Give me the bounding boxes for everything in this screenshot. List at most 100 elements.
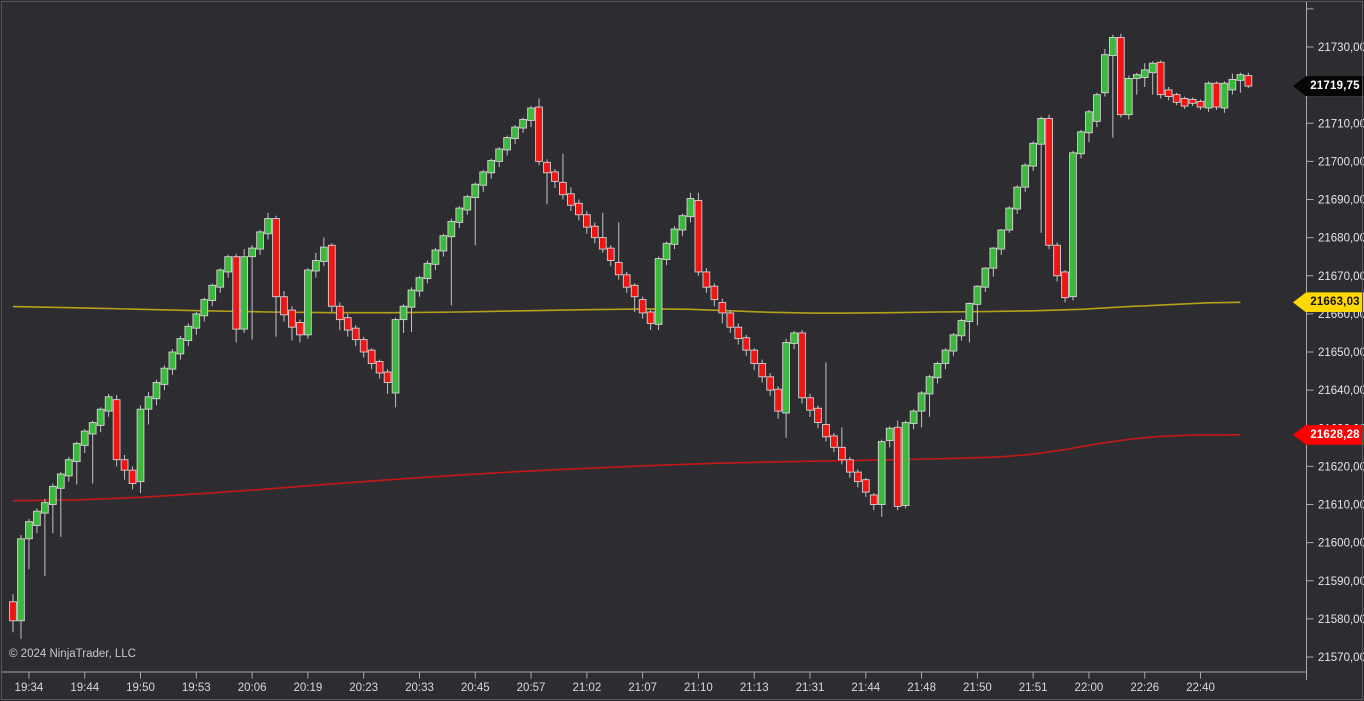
candle-up [1204, 82, 1213, 109]
candle-up [997, 229, 1006, 250]
candle-up [933, 362, 942, 379]
candle-down [1244, 75, 1253, 87]
candle-down [383, 371, 392, 383]
candle-up [1101, 54, 1109, 94]
candle-up [41, 502, 49, 514]
candle-down [814, 407, 822, 423]
candle-down [359, 339, 368, 353]
candle-down [806, 397, 814, 411]
candle-up [1005, 207, 1014, 231]
candle-down [288, 309, 296, 328]
candle-up [152, 382, 161, 400]
candle-down [335, 305, 344, 321]
time-tick-label: 21:31 [796, 682, 825, 694]
candle-up [949, 334, 958, 352]
candle-down [718, 301, 727, 314]
price-tick-label: 21570,00 [1318, 652, 1364, 664]
candle-up [240, 256, 248, 330]
candle-up [1029, 142, 1038, 167]
candle-up [925, 376, 934, 395]
candle-up [1093, 94, 1101, 122]
time-tick-label: 20:33 [405, 682, 434, 694]
candle-up [917, 392, 926, 412]
candle-up [447, 220, 456, 238]
time-tick-label: 20:06 [238, 682, 267, 694]
candle-up [319, 246, 328, 262]
candle-up [56, 473, 65, 489]
candle-up [144, 396, 153, 410]
candle-up [1085, 111, 1093, 134]
candle-down [1212, 82, 1221, 108]
time-tick-label: 22:40 [1186, 682, 1215, 694]
candle-down [702, 271, 711, 288]
candle-down [694, 200, 703, 273]
time-tick-label: 22:26 [1130, 682, 1159, 694]
candle-down [774, 388, 782, 412]
time-tick-label: 20:57 [517, 682, 546, 694]
candle-down [614, 261, 623, 276]
candle-down [559, 181, 567, 196]
candle-down [232, 256, 241, 330]
candle-up [88, 422, 97, 435]
candle-up [1236, 74, 1245, 81]
candle-up [463, 196, 472, 211]
candle-down [296, 322, 304, 336]
candle-down [893, 426, 902, 507]
time-tick-label: 21:44 [851, 682, 880, 694]
candle-up [399, 305, 408, 321]
candle-up [455, 207, 464, 223]
candle-up [248, 247, 256, 258]
price-tick-label: 21670,00 [1318, 271, 1364, 283]
candle-up [25, 521, 33, 540]
candle-down [1196, 100, 1205, 108]
candle-up [670, 228, 679, 245]
candle-up [487, 159, 496, 174]
time-tick-label: 20:45 [461, 682, 490, 694]
candle-up [941, 349, 950, 364]
candle-up [80, 430, 89, 446]
candle-up [96, 408, 105, 426]
candle-up [1148, 62, 1157, 74]
candle-up [200, 299, 209, 317]
red-ma-price-tag: 21628,28 [1293, 424, 1364, 445]
red-ma-line [12, 434, 1241, 502]
time-tick-label: 21:51 [1019, 682, 1048, 694]
yellow-ma-price-tag: 21663,03 [1293, 292, 1364, 313]
candle-down [567, 193, 575, 206]
candle-up [1140, 69, 1149, 78]
candle-up [423, 262, 432, 280]
candle-up [965, 302, 974, 322]
candle-up [782, 342, 790, 414]
candle-down [1053, 244, 1061, 277]
candle-up [471, 183, 480, 199]
candle-up [184, 325, 193, 342]
candle-down [1045, 118, 1053, 246]
candle-up [256, 231, 264, 250]
candle-down [838, 446, 846, 461]
candle-up [519, 118, 527, 129]
candle-up [957, 320, 966, 337]
candle-up [1069, 152, 1077, 298]
candle-down [272, 218, 280, 298]
yellow-ma-line [12, 301, 1241, 314]
time-tick-label: 21:50 [963, 682, 992, 694]
candle-up [415, 277, 424, 292]
candle-up [160, 367, 169, 385]
candle-down [351, 327, 360, 341]
candle-down [375, 361, 384, 374]
ninjatrader-copyright: © 2024 NinjaTrader, LLC [9, 648, 136, 660]
candle-down [1180, 98, 1189, 107]
candle-up [1228, 78, 1237, 91]
candle-up [1220, 82, 1229, 109]
candle-up [49, 485, 57, 505]
candle-up [304, 269, 312, 336]
price-tick-label: 21730,00 [1318, 42, 1364, 54]
candle-up [503, 137, 511, 151]
candle-up [312, 260, 320, 272]
candle-up [1021, 164, 1030, 188]
candle-up [208, 284, 217, 301]
candle-down [830, 435, 838, 448]
time-tick-label: 21:07 [628, 682, 657, 694]
candle-up [33, 510, 41, 526]
